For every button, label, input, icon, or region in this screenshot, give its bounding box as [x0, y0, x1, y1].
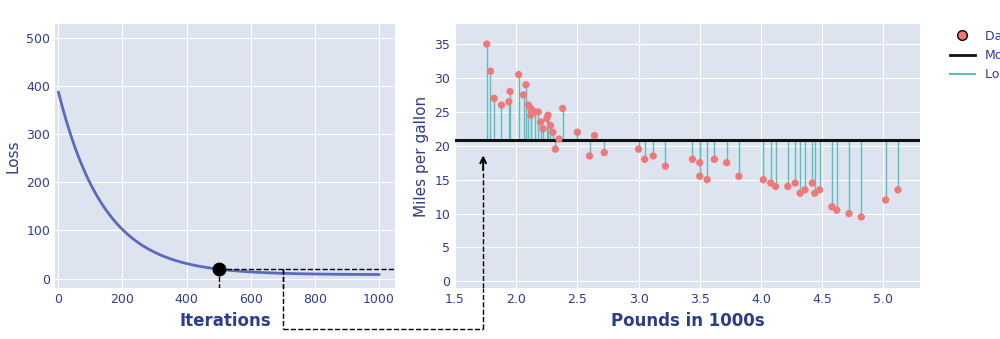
Point	[479, 41, 495, 47]
Point	[493, 102, 509, 108]
X-axis label: Pounds in 1000s: Pounds in 1000s	[611, 312, 764, 330]
Point	[763, 180, 779, 186]
Point	[523, 113, 539, 118]
Point	[755, 177, 771, 182]
Point	[804, 180, 820, 186]
Point	[853, 214, 869, 220]
Point	[540, 113, 556, 118]
Point	[569, 129, 585, 135]
Point	[768, 184, 784, 189]
Point	[797, 187, 813, 193]
Point	[719, 160, 735, 165]
Point	[502, 89, 518, 94]
Point	[530, 109, 546, 115]
Point	[533, 119, 549, 125]
Point	[586, 133, 602, 138]
Point	[547, 146, 563, 152]
Point	[520, 102, 536, 108]
Y-axis label: Loss: Loss	[6, 139, 21, 173]
Point	[878, 197, 894, 203]
Point	[637, 157, 653, 162]
Point	[516, 92, 532, 98]
Point	[807, 191, 823, 196]
Point	[582, 153, 598, 159]
Point	[631, 146, 647, 152]
Point	[829, 207, 845, 213]
Legend: Data points, Model, Loss lines: Data points, Model, Loss lines	[945, 25, 1000, 86]
Point	[645, 153, 661, 159]
Point	[555, 106, 571, 111]
Point	[482, 68, 498, 74]
Point	[812, 187, 828, 193]
Point	[511, 72, 527, 77]
Point	[792, 191, 808, 196]
Point	[890, 187, 906, 193]
Point	[551, 136, 567, 142]
Point	[731, 174, 747, 179]
Point	[518, 82, 534, 87]
Point	[780, 184, 796, 189]
Y-axis label: Miles per gallon: Miles per gallon	[414, 95, 429, 217]
Point	[692, 160, 708, 165]
Point	[501, 99, 517, 104]
X-axis label: Iterations: Iterations	[179, 312, 271, 330]
Point	[692, 174, 708, 179]
Point	[527, 109, 543, 115]
Point	[706, 157, 722, 162]
Point	[535, 126, 551, 132]
Point	[542, 123, 558, 128]
Point	[523, 106, 539, 111]
Point	[539, 116, 555, 121]
Point	[841, 211, 857, 216]
Point	[787, 180, 803, 186]
Point	[545, 129, 561, 135]
Point	[684, 157, 700, 162]
Point	[486, 96, 502, 101]
Point	[699, 177, 715, 182]
Point	[596, 150, 612, 155]
Point	[824, 204, 840, 210]
Point	[657, 163, 673, 169]
